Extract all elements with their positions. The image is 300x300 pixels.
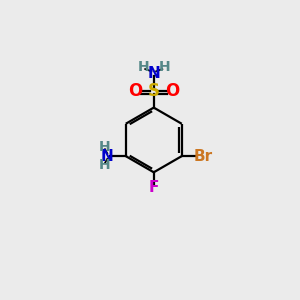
Text: F: F	[148, 181, 159, 196]
Text: H: H	[158, 60, 170, 74]
Text: N: N	[147, 66, 160, 81]
Text: H: H	[137, 60, 149, 74]
Text: O: O	[165, 82, 179, 100]
Text: Br: Br	[193, 148, 212, 164]
Text: H: H	[99, 140, 111, 154]
Text: N: N	[101, 148, 114, 164]
Text: O: O	[128, 82, 142, 100]
Text: H: H	[99, 158, 111, 172]
Text: S: S	[148, 82, 160, 100]
